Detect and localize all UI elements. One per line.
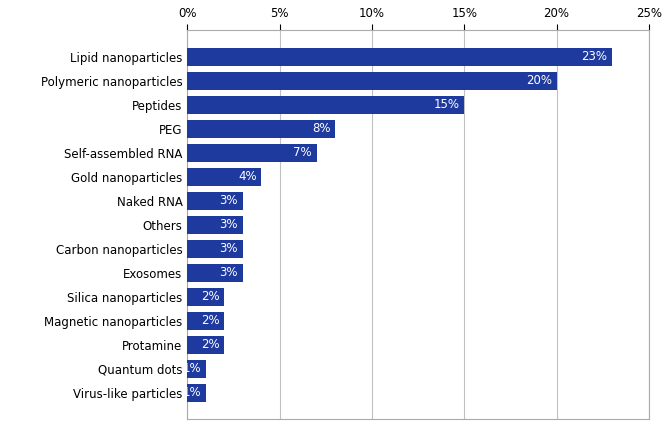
Text: 7%: 7%: [293, 146, 312, 159]
Bar: [187, 144, 316, 162]
Bar: [187, 336, 224, 354]
Bar: [187, 192, 243, 210]
Bar: [187, 71, 557, 90]
Text: 15%: 15%: [434, 98, 460, 111]
Bar: [187, 48, 612, 65]
Text: 2%: 2%: [201, 338, 219, 351]
Text: 2%: 2%: [201, 290, 219, 303]
Text: 3%: 3%: [219, 242, 238, 255]
Bar: [187, 312, 224, 330]
Text: 1%: 1%: [183, 386, 201, 399]
Text: 3%: 3%: [219, 218, 238, 231]
Bar: [187, 288, 224, 306]
Text: 3%: 3%: [219, 266, 238, 279]
Text: 8%: 8%: [312, 122, 330, 135]
Bar: [187, 96, 464, 114]
Text: 1%: 1%: [183, 362, 201, 375]
Text: 2%: 2%: [201, 314, 219, 327]
Bar: [187, 216, 243, 234]
Bar: [187, 384, 206, 402]
Text: 4%: 4%: [238, 170, 257, 183]
Text: 20%: 20%: [526, 74, 552, 87]
Text: 23%: 23%: [581, 50, 607, 63]
Bar: [187, 264, 243, 282]
Bar: [187, 240, 243, 258]
Text: 3%: 3%: [219, 194, 238, 207]
Bar: [187, 168, 261, 186]
Bar: [187, 360, 206, 378]
Bar: [187, 120, 335, 138]
